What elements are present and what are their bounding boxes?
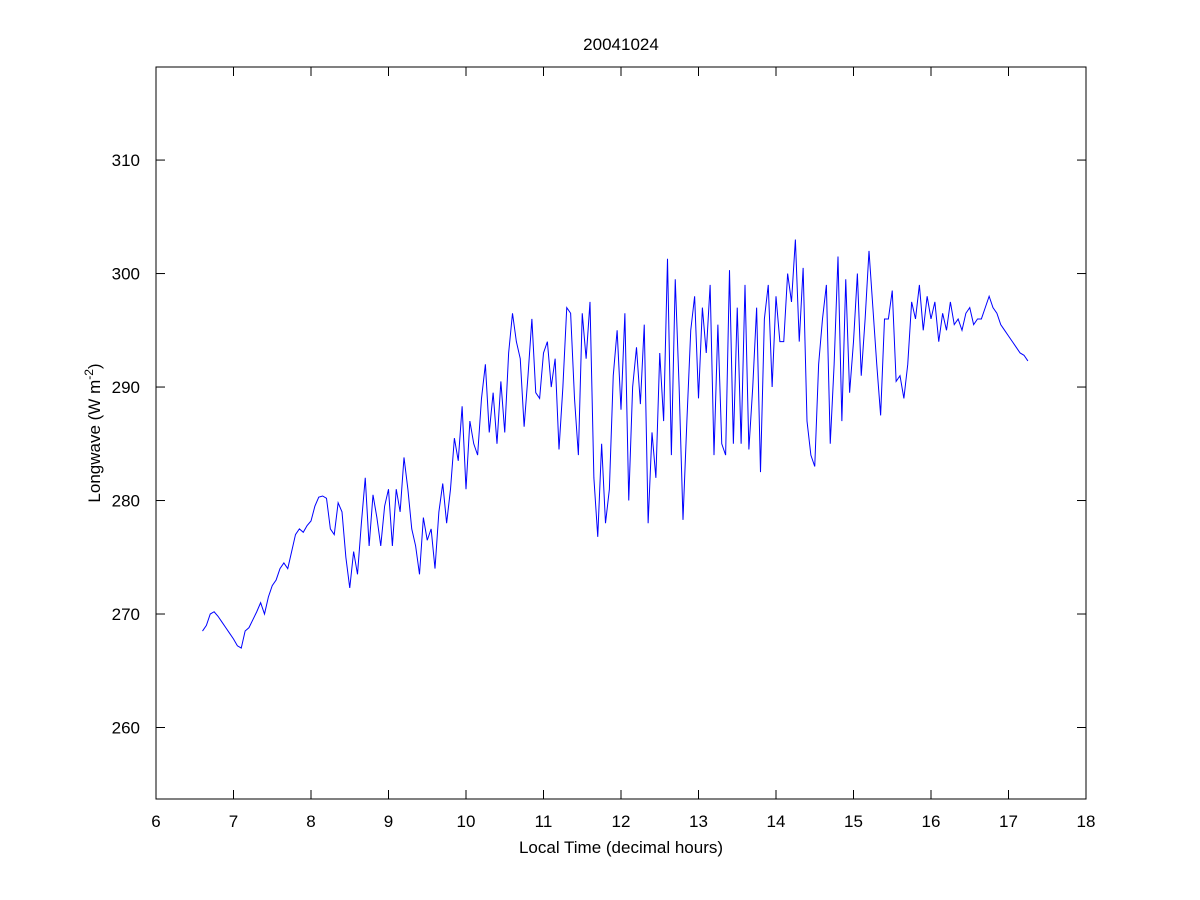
x-axis-label: Local Time (decimal hours) xyxy=(519,838,723,857)
y-label-superscript: -2 xyxy=(82,369,96,380)
x-tick-label: 16 xyxy=(922,812,941,831)
x-tick-label: 10 xyxy=(457,812,476,831)
x-tick-label: 7 xyxy=(229,812,238,831)
y-tick-label: 260 xyxy=(112,719,140,738)
y-tick-label: 290 xyxy=(112,378,140,397)
x-tick-label: 18 xyxy=(1077,812,1096,831)
x-tick-label: 11 xyxy=(535,812,553,831)
y-label-suffix: ) xyxy=(85,363,104,369)
data-line xyxy=(202,239,1029,649)
x-tick-label: 6 xyxy=(151,812,160,831)
x-tick-label: 15 xyxy=(844,812,863,831)
x-tick-label: 9 xyxy=(384,812,393,831)
plot-box xyxy=(155,66,1087,800)
y-tick-label: 280 xyxy=(112,492,140,511)
y-label-text: Longwave (W m xyxy=(85,380,104,503)
y-tick-label: 310 xyxy=(112,151,140,170)
y-tick-label: 270 xyxy=(112,605,140,624)
chart-title: 20041024 xyxy=(583,35,659,54)
x-tick-label: 13 xyxy=(689,812,708,831)
y-tick-label: 300 xyxy=(112,265,140,284)
x-tick-label: 17 xyxy=(999,812,1018,831)
x-tick-label: 8 xyxy=(306,812,315,831)
y-axis-label: Longwave (W m-2) xyxy=(82,363,104,502)
x-tick-label: 14 xyxy=(767,812,786,831)
x-tick-label: 12 xyxy=(612,812,631,831)
